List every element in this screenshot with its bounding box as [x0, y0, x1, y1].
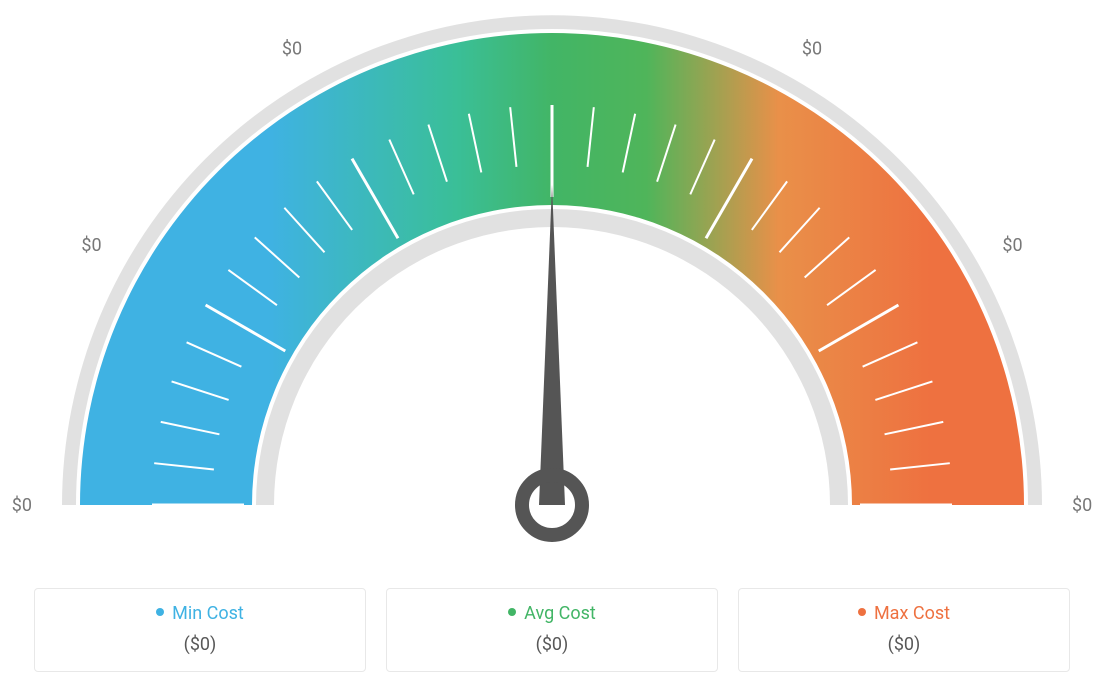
legend-value-max: ($0) — [757, 634, 1051, 655]
cost-gauge-container: $0$0$0$0$0$0$0 Min Cost ($0) Avg Cost ($… — [0, 0, 1104, 690]
gauge-chart: $0$0$0$0$0$0$0 — [0, 0, 1104, 560]
legend-card-max: Max Cost ($0) — [738, 588, 1070, 672]
svg-text:$0: $0 — [12, 495, 32, 516]
svg-text:$0: $0 — [802, 39, 822, 60]
legend-value-avg: ($0) — [405, 634, 699, 655]
legend-card-min: Min Cost ($0) — [34, 588, 366, 672]
svg-text:$0: $0 — [1072, 495, 1092, 516]
legend-label-min-text: Min Cost — [172, 603, 244, 624]
legend-dot-max — [858, 608, 866, 616]
legend-row: Min Cost ($0) Avg Cost ($0) Max Cost ($0… — [34, 588, 1070, 672]
svg-text:$0: $0 — [1002, 235, 1022, 256]
legend-card-avg: Avg Cost ($0) — [386, 588, 718, 672]
legend-value-min: ($0) — [53, 634, 347, 655]
legend-label-avg: Avg Cost — [405, 603, 699, 624]
svg-text:$0: $0 — [81, 235, 101, 256]
svg-text:$0: $0 — [282, 39, 302, 60]
legend-label-avg-text: Avg Cost — [524, 603, 596, 624]
legend-dot-avg — [508, 608, 516, 616]
legend-dot-min — [156, 608, 164, 616]
legend-label-max-text: Max Cost — [874, 603, 950, 624]
legend-label-min: Min Cost — [53, 603, 347, 624]
legend-label-max: Max Cost — [757, 603, 1051, 624]
